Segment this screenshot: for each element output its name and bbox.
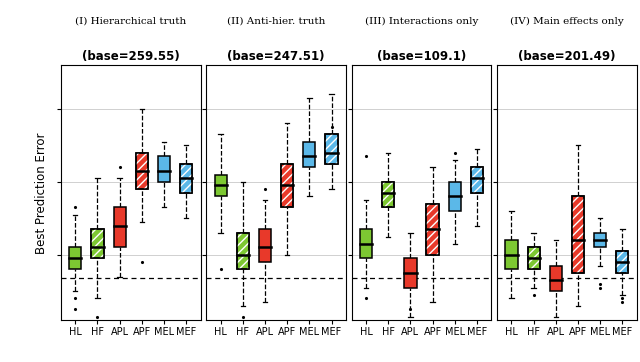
Bar	[180, 164, 192, 193]
Bar	[550, 266, 562, 291]
Bar	[237, 233, 249, 269]
Bar	[616, 251, 628, 273]
Bar	[594, 233, 606, 248]
Bar	[281, 164, 293, 207]
Bar	[281, 164, 293, 207]
Bar	[136, 153, 148, 189]
Text: (I) Hierarchical truth: (I) Hierarchical truth	[75, 17, 186, 26]
Bar	[214, 174, 227, 197]
Bar	[471, 167, 483, 193]
Bar	[572, 197, 584, 273]
Text: (II) Anti-hier. truth: (II) Anti-hier. truth	[227, 17, 325, 26]
Bar	[180, 164, 192, 193]
Bar	[92, 229, 104, 258]
Bar	[326, 134, 338, 164]
Bar	[69, 248, 81, 269]
Bar	[426, 204, 438, 255]
Bar	[136, 153, 148, 189]
Bar	[471, 167, 483, 193]
Bar	[92, 229, 104, 258]
Text: (base=247.51): (base=247.51)	[227, 50, 325, 63]
Bar	[404, 258, 417, 287]
Text: (base=201.49): (base=201.49)	[518, 50, 616, 63]
Y-axis label: Best Prediction Error: Best Prediction Error	[35, 132, 47, 253]
Bar	[113, 207, 125, 248]
Bar	[259, 229, 271, 262]
Bar	[180, 164, 192, 193]
Bar	[572, 197, 584, 273]
Bar	[527, 248, 540, 269]
Bar	[326, 134, 338, 164]
Bar	[382, 182, 394, 207]
Bar	[527, 248, 540, 269]
Text: (base=109.1): (base=109.1)	[377, 50, 466, 63]
Bar	[281, 164, 293, 207]
Bar	[616, 251, 628, 273]
Bar	[237, 233, 249, 269]
Bar	[382, 182, 394, 207]
Bar	[471, 167, 483, 193]
Bar	[158, 156, 170, 182]
Bar	[92, 229, 104, 258]
Bar	[326, 134, 338, 164]
Text: (IV) Main effects only: (IV) Main effects only	[510, 17, 624, 26]
Bar	[136, 153, 148, 189]
Bar	[449, 182, 461, 211]
Bar	[303, 142, 316, 167]
Bar	[360, 229, 372, 258]
Bar	[572, 197, 584, 273]
Text: (III) Interactions only: (III) Interactions only	[365, 17, 478, 26]
Bar	[237, 233, 249, 269]
Text: (base=259.55): (base=259.55)	[82, 50, 180, 63]
Bar	[527, 248, 540, 269]
Bar	[426, 204, 438, 255]
Bar	[426, 204, 438, 255]
Bar	[616, 251, 628, 273]
Bar	[382, 182, 394, 207]
Bar	[506, 240, 518, 269]
